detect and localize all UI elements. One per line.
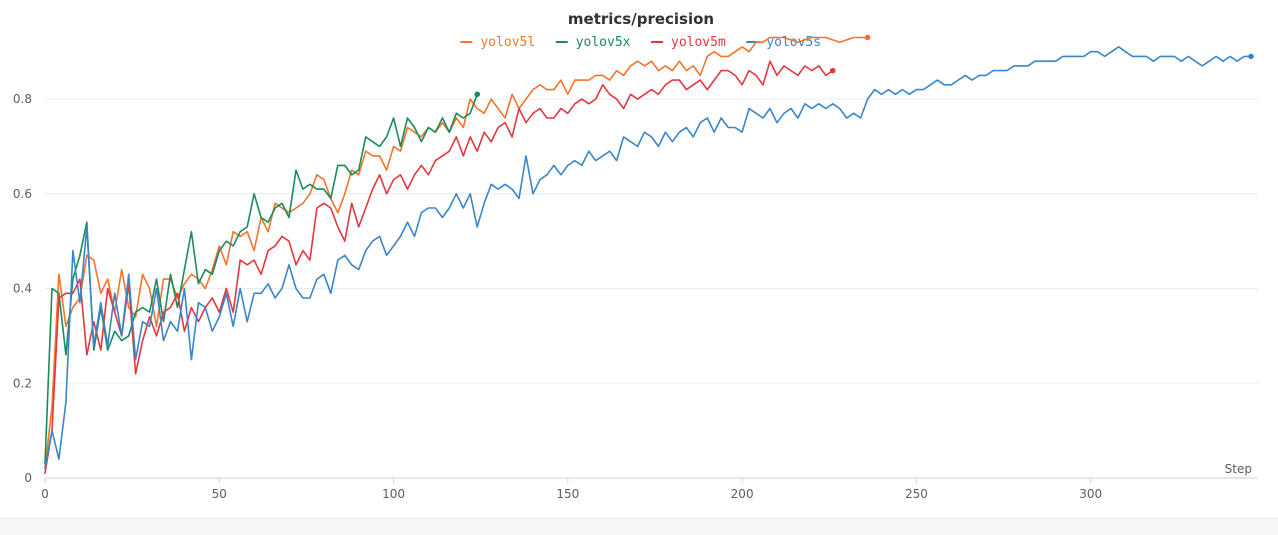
series-endpoint-yolov5m	[829, 67, 836, 74]
x-tick-label: 100	[382, 487, 405, 501]
x-tick-label: 150	[556, 487, 579, 501]
x-axis-label: Step	[1225, 462, 1252, 476]
chart-title: metrics/precision	[568, 10, 714, 28]
legend-label: yolov5m	[671, 35, 726, 50]
x-tick-label: 0	[41, 487, 49, 501]
y-tick-label: 0.4	[13, 282, 32, 296]
chart-legend: yolov5l yolov5x yolov5m yolov5s	[460, 35, 821, 50]
series-line-yolov5s[interactable]	[44, 46, 1252, 470]
x-tick-label: 200	[731, 487, 754, 501]
series-endpoint-yolov5s	[1248, 53, 1254, 60]
y-tick-label: 0.2	[13, 376, 32, 390]
legend-item-yolov5m[interactable]: yolov5m	[651, 35, 726, 50]
series-endpoint-yolov5l	[864, 34, 871, 41]
x-tick-label: 300	[1079, 487, 1102, 501]
x-tick-label: 250	[905, 487, 928, 501]
x-tick-label: 50	[212, 487, 227, 501]
y-tick-label: 0.8	[13, 92, 32, 106]
legend-label: yolov5l	[480, 35, 535, 50]
legend-item-yolov5x[interactable]: yolov5x	[555, 35, 631, 50]
series-line-yolov5x[interactable]	[44, 93, 478, 465]
legend-item-yolov5l[interactable]: yolov5l	[460, 35, 535, 50]
series-line-yolov5l[interactable]	[44, 36, 869, 470]
series-endpoint-yolov5x	[474, 91, 481, 98]
x-axis: 0 50 100 150 200 250 300	[41, 477, 1258, 501]
panel-footer	[0, 518, 1278, 535]
series-lines	[44, 34, 1254, 475]
y-tick-label: 0.6	[13, 187, 32, 201]
gridlines	[45, 98, 1258, 384]
y-tick-label: 0	[24, 471, 32, 485]
legend-label: yolov5x	[576, 35, 631, 50]
y-axis: 0 0.2 0.4 0.6 0.8	[13, 92, 32, 485]
series-line-yolov5m[interactable]	[44, 60, 834, 475]
precision-line-chart[interactable]: metrics/precision yolov5l yolov5x yolov5m y…	[0, 0, 1278, 518]
